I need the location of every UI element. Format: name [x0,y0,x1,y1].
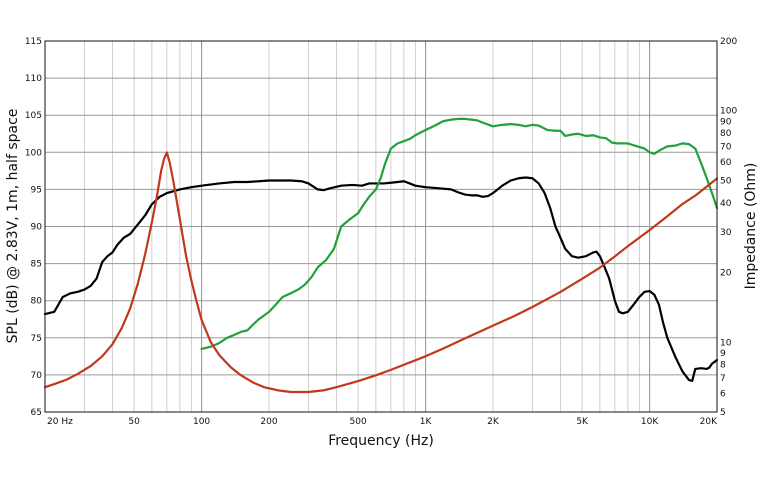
x-tick-label: 20K [700,417,718,427]
y2-tick-label: 6 [720,390,726,400]
y2-tick-label: 70 [720,143,732,153]
y2-tick-label: 10 [720,338,732,348]
y-tick-label: 95 [31,185,42,195]
y-tick-label: 80 [31,297,43,307]
x-tick-label: 10K [641,417,659,427]
x-tick-label: 1K [420,417,433,427]
x-tick-label: 5K [576,417,589,427]
y2-tick-label: 100 [720,107,737,117]
y2-tick-label: 90 [720,117,732,127]
y2-tick-label: 9 [720,349,726,359]
x-tick-label: 20 Hz [47,417,73,427]
plot-frame [44,40,718,413]
y2-tick-label: 8 [720,361,726,371]
series-line-2 [200,117,719,351]
x-tick-label: 200 [260,417,277,427]
series-line-1 [43,176,719,382]
x-axis-title: Frequency (Hz) [328,433,434,449]
y-tick-label: 115 [25,37,42,47]
y2-tick-label: 30 [720,228,732,238]
y-tick-label: 75 [31,334,42,344]
y-tick-label: 90 [31,223,43,233]
y2-tick-label: 5 [720,408,726,418]
x-tick-label: 100 [193,417,210,427]
y2-tick-label: 40 [720,199,732,209]
y2-tick-label: 50 [720,176,732,186]
grid-major [45,41,717,412]
y-tick-label: 105 [25,111,42,121]
y-tick-label: 85 [31,260,42,270]
y2-tick-label: 60 [720,158,732,168]
y-tick-label: 70 [31,371,43,381]
y-tick-label: 100 [25,148,42,158]
y2-tick-label: 200 [720,37,737,47]
x-tick-label: 500 [350,417,367,427]
series-layer [43,117,719,394]
y-axis-title: SPL (dB) @ 2.83V, 1m, half space [5,109,21,344]
x-tick-label: 2K [487,417,500,427]
y-tick-labels: 65 70 75 80 85 90 95 100 105 110 115 [25,37,42,418]
series-line-3 [43,151,719,394]
y2-tick-label: 20 [720,269,732,279]
x-tick-labels: 20 Hz 50 100 200 500 1K 2K 5K 10K 20K [47,417,718,427]
y2-tick-label: 80 [720,129,732,139]
x-tick-label: 50 [128,417,140,427]
y-tick-label: 110 [25,74,42,84]
y-tick-label: 65 [31,408,42,418]
y2-axis-title: Impedance (Ohm) [743,163,759,290]
y2-tick-label: 7 [720,374,726,384]
